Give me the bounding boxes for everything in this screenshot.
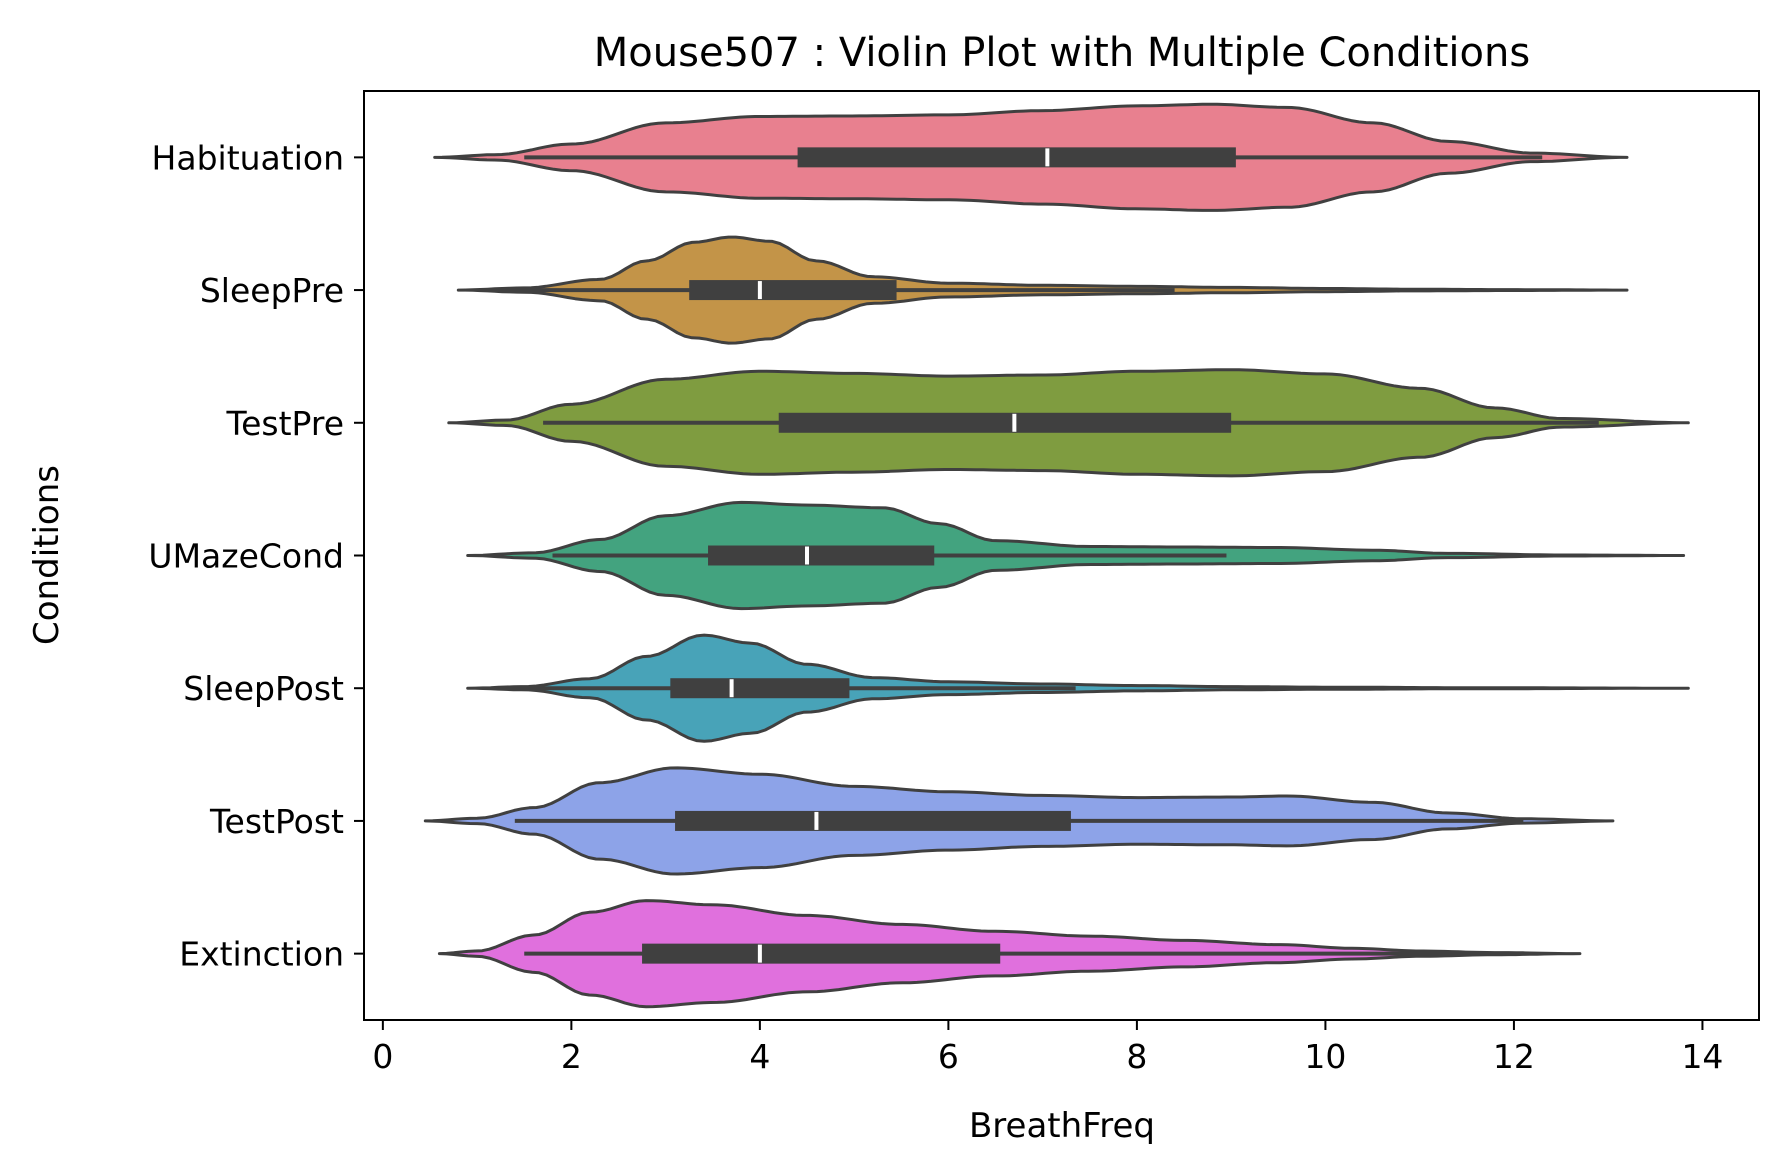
violin-iqr-box: [642, 943, 1001, 964]
x-tick-label: 4: [749, 1037, 770, 1076]
y-tick-label: SleepPre: [200, 271, 344, 310]
y-tick-label: SleepPost: [183, 669, 344, 708]
x-tick-label: 8: [1126, 1037, 1147, 1076]
violin-iqr-box: [778, 412, 1232, 433]
violin-umazecond: [466, 500, 1686, 611]
y-axis: Habituation SleepPre TestPre UMazeCond Sleep…: [148, 138, 364, 974]
x-tick-label: 2: [561, 1037, 582, 1076]
violins-group: [423, 102, 1690, 1009]
x-tick-label: 12: [1493, 1037, 1535, 1076]
violin-iqr-box: [689, 280, 897, 301]
x-tick-label: 6: [938, 1037, 959, 1076]
x-tick-label: 14: [1681, 1037, 1723, 1076]
x-axis: 0 2 4 6 8 10 12 14: [372, 1020, 1723, 1076]
violin-habituation: [433, 102, 1629, 212]
violin-iqr-box: [797, 147, 1236, 168]
violin-iqr-box: [675, 810, 1071, 831]
y-tick-label: TestPost: [209, 802, 344, 841]
violin-iqr-box: [708, 545, 935, 566]
y-tick-label: Habituation: [152, 138, 344, 177]
y-tick-label: UMazeCond: [148, 537, 344, 576]
y-tick-label: TestPre: [226, 404, 344, 443]
violin-iqr-box: [670, 678, 850, 699]
y-axis-label: Conditions: [27, 465, 67, 645]
x-tick-label: 10: [1304, 1037, 1346, 1076]
chart-title: Mouse507 : Violin Plot with Multiple Con…: [594, 30, 1530, 76]
x-axis-label: BreathFreq: [969, 1106, 1155, 1146]
violin-body: [466, 633, 1690, 743]
violin-sleeppre: [456, 235, 1629, 345]
y-tick-label: Extinction: [179, 935, 344, 974]
violin-sleeppost: [466, 633, 1690, 743]
violin-testpost: [423, 766, 1615, 876]
violin-testpre: [447, 368, 1690, 478]
x-tick-label: 0: [372, 1037, 393, 1076]
violin-extinction: [437, 899, 1582, 1009]
